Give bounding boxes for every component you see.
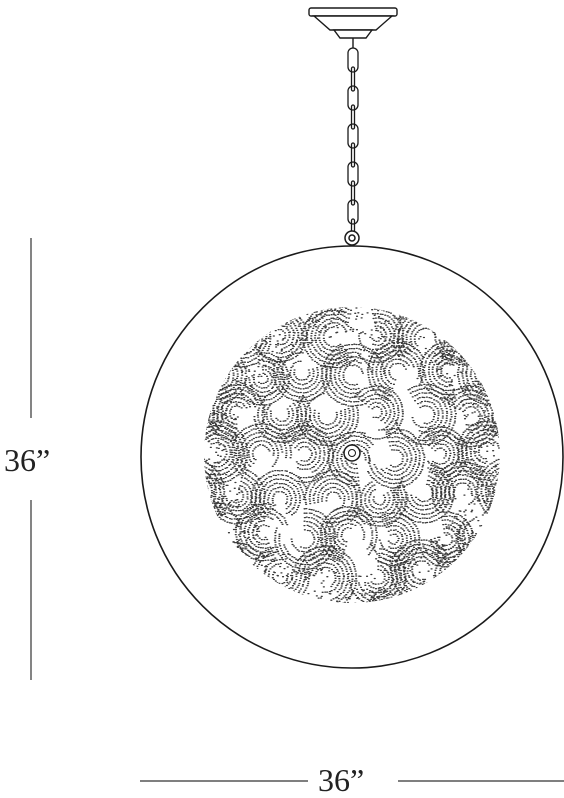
center-socket xyxy=(343,444,361,462)
ceiling-canopy xyxy=(308,7,398,48)
chain-link xyxy=(347,123,359,149)
chain-link xyxy=(347,85,359,111)
hanging-loop xyxy=(344,230,360,246)
chain xyxy=(347,47,359,244)
chain-link xyxy=(347,199,359,225)
chain-link xyxy=(350,104,356,130)
height-dimension-label: 36” xyxy=(4,442,51,478)
chain-link xyxy=(350,66,356,92)
chain-link xyxy=(350,142,356,168)
chain-link xyxy=(350,180,356,206)
width-dimension-label: 36” xyxy=(318,762,365,798)
globe xyxy=(140,245,564,669)
chain-link xyxy=(347,47,359,73)
chain-link xyxy=(347,161,359,187)
